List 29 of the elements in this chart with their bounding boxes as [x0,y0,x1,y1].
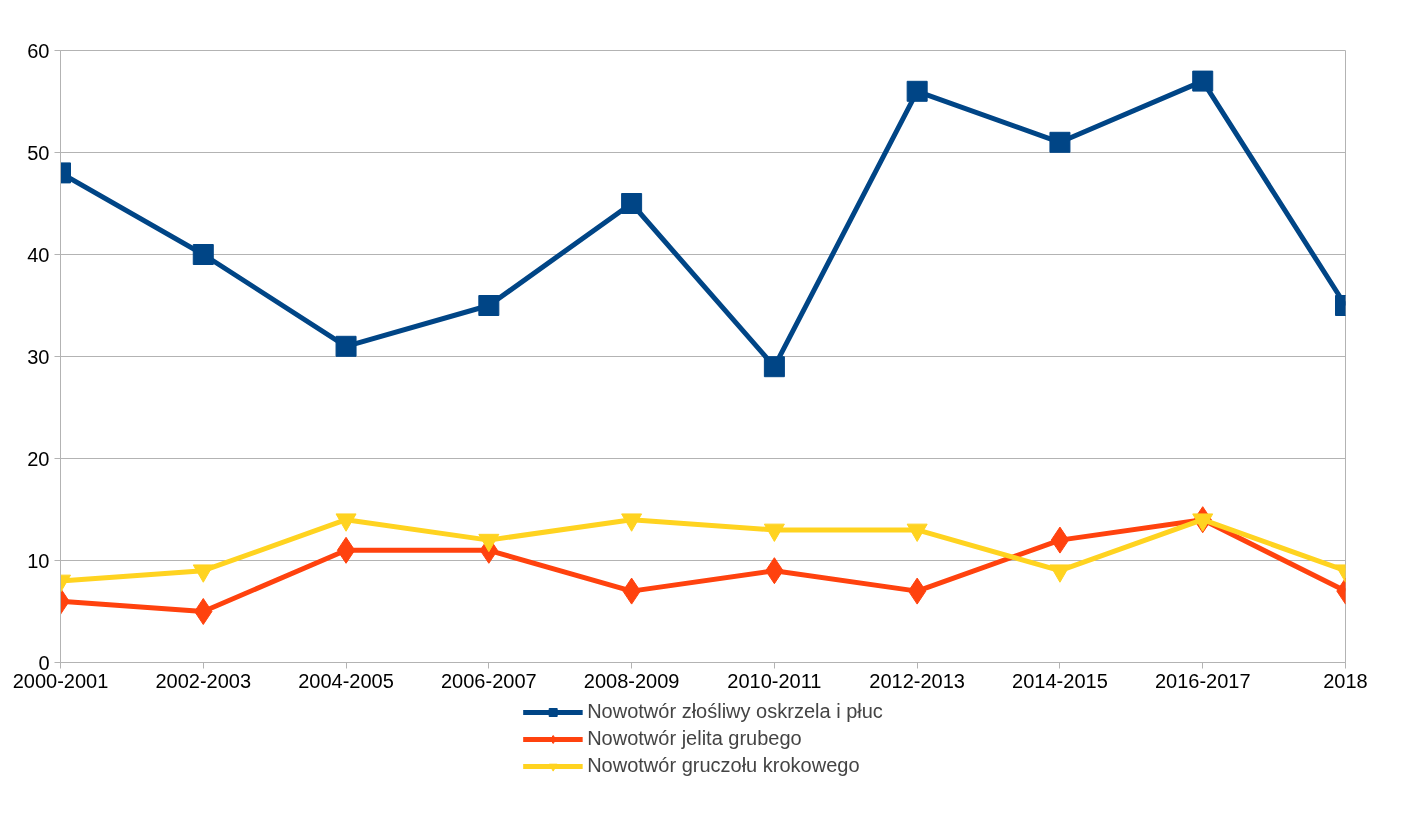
x-tick-label: 2004-2005 [298,669,394,692]
x-tick-label: 2012-2013 [869,669,965,692]
y-tick-label: 30 [27,345,50,368]
point [621,193,643,214]
point [763,356,785,378]
y-tick-label: 10 [27,549,50,572]
y-tick-label: 40 [27,243,50,266]
point [906,80,928,102]
x-tick-label: 2018 [1323,669,1368,692]
y-tick-label: 60 [27,39,50,62]
point [336,536,356,564]
point [1192,70,1214,92]
y-tick-label: 50 [27,141,50,164]
x-tick-label: 2006-2007 [441,669,537,692]
legend-label: Nowotwór jelita grubego [587,727,802,750]
point [335,335,357,357]
point [1049,131,1071,153]
x-tick-label: 2002-2003 [155,669,252,692]
point [194,598,213,625]
y-tick-label: 20 [27,447,50,470]
x-tick-label: 2016-2017 [1154,669,1251,692]
x-tick-label: 2008-2009 [583,669,680,692]
legend-label: Nowotwór gruczołu krokowego [587,754,860,777]
legend-label: Nowotwór złośliwy oskrzela i płuc [587,700,883,723]
point [478,295,500,316]
point [1050,526,1070,554]
x-tick-label: 2014-2015 [1012,669,1108,692]
x-tick-label: 2010-2011 [727,669,822,692]
point [192,244,214,265]
